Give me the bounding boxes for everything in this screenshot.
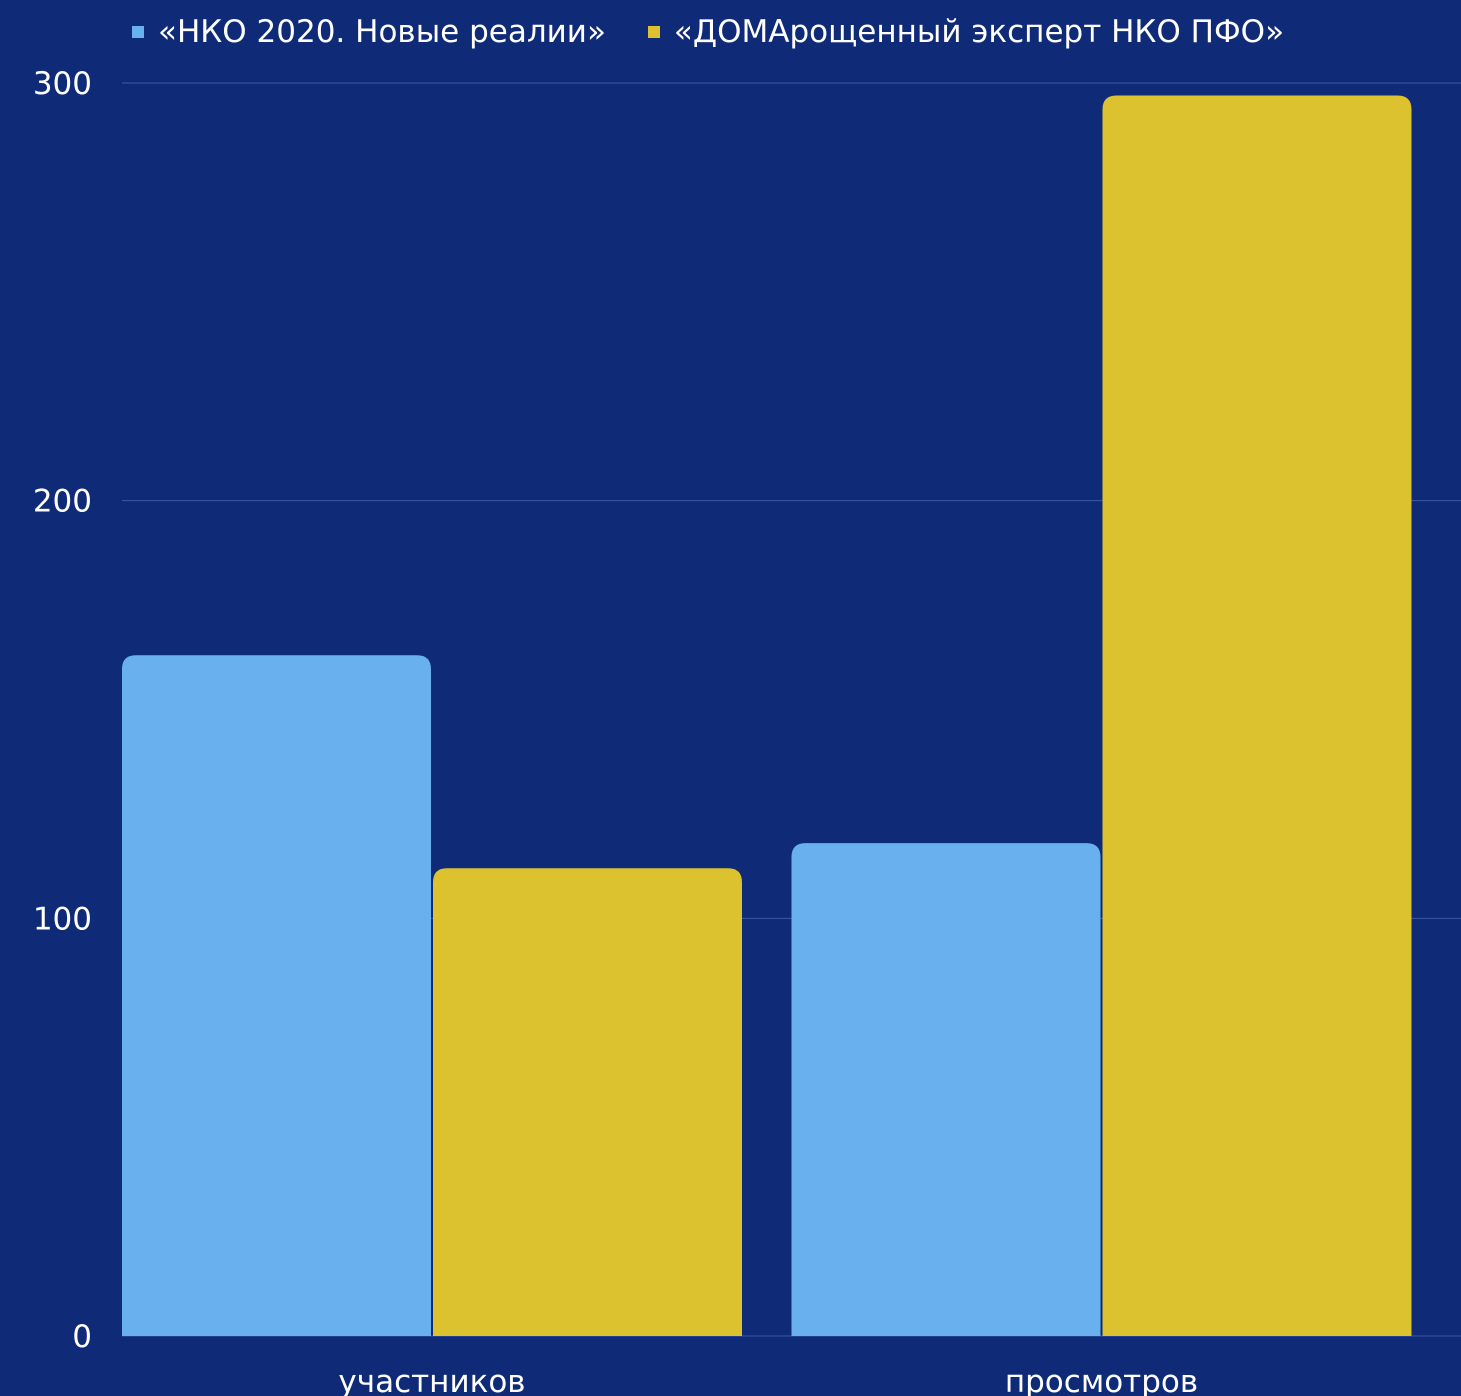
bar-series-1-2 — [791, 843, 1101, 1336]
bar-series-2-1 — [433, 868, 742, 1336]
legend-label-series-2: «ДОМАрощенный эксперт НКО ПФО» — [673, 14, 1285, 50]
bar-series-2-2 — [1102, 95, 1412, 1336]
y-tick-label-300: 300 — [33, 66, 92, 102]
y-tick-label-100: 100 — [33, 901, 92, 937]
chart-legend: «НКО 2020. Новые реалии» «ДОМАрощенный э… — [132, 14, 1326, 50]
legend-label-series-1: «НКО 2020. Новые реалии» — [158, 14, 606, 50]
legend-swatch-series-1 — [132, 26, 144, 38]
y-tick-label-0: 0 — [72, 1319, 92, 1355]
legend-item-series-1: «НКО 2020. Новые реалии» — [132, 14, 606, 50]
legend-swatch-series-2 — [647, 26, 660, 38]
y-tick-label-200: 200 — [33, 484, 92, 520]
legend-item-series-2: «ДОМАрощенный эксперт НКО ПФО» — [647, 14, 1285, 50]
x-category-label-1: участников — [338, 1364, 525, 1396]
bar-series-1-1 — [122, 655, 431, 1336]
x-category-label-2: просмотров — [1005, 1364, 1198, 1396]
